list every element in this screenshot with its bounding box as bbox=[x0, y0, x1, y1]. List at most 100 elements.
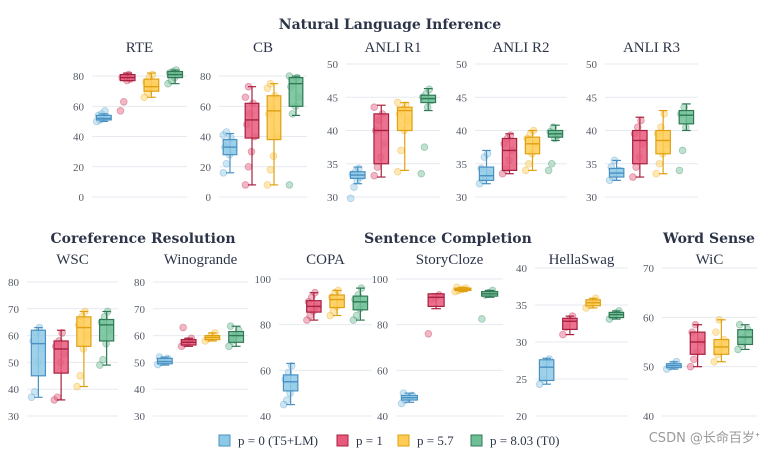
data-point bbox=[346, 194, 355, 203]
box-3 bbox=[349, 284, 369, 324]
box-iqr bbox=[538, 359, 555, 382]
data-point bbox=[370, 171, 379, 180]
data-point bbox=[637, 116, 645, 125]
data-point bbox=[101, 107, 109, 115]
data-point bbox=[632, 163, 640, 171]
box-3 bbox=[605, 307, 625, 323]
y-tick-label: 40 bbox=[516, 263, 528, 275]
group-title-nli: Natural Language Inference bbox=[279, 17, 502, 33]
y-tick-label: 50 bbox=[8, 357, 20, 369]
y-tick-label: 20 bbox=[73, 162, 85, 174]
data-point bbox=[352, 311, 361, 320]
box-3 bbox=[734, 320, 754, 354]
y-tick-label: 80 bbox=[200, 71, 212, 83]
data-point bbox=[148, 70, 157, 79]
panels: RTE 0 20 40 60 80 CB 0 20 40 60 80 ANLI R1 30 35 40 45 50… bbox=[8, 40, 757, 423]
box-0 bbox=[346, 164, 366, 203]
data-point bbox=[266, 165, 275, 174]
box-2 bbox=[201, 329, 221, 345]
box-iqr bbox=[288, 77, 304, 107]
data-point bbox=[686, 362, 695, 371]
panel-winogrande: Winogrande 30 40 50 60 70 80 bbox=[134, 252, 248, 423]
data-point bbox=[244, 162, 253, 171]
panel-title: COPA bbox=[306, 252, 345, 268]
panel-hellaswag: HellaSwag 20 25 30 35 40 bbox=[516, 252, 628, 423]
group-title-sentence: Sentence Completion bbox=[364, 231, 532, 247]
y-tick-label: 50 bbox=[643, 362, 655, 374]
data-point bbox=[30, 388, 39, 396]
box-2 bbox=[521, 126, 541, 175]
box-iqr bbox=[524, 136, 541, 155]
data-point bbox=[710, 357, 719, 366]
y-tick-label: 35 bbox=[586, 159, 598, 171]
y-tick-label: 40 bbox=[643, 411, 655, 423]
box-iqr bbox=[562, 317, 578, 331]
data-point bbox=[544, 166, 553, 175]
y-tick-label: 45 bbox=[327, 92, 339, 104]
legend: p = 0 (T5+LM) p = 1 p = 5.7 p = 8.03 (T0… bbox=[218, 433, 559, 448]
box-2 bbox=[73, 307, 92, 391]
box-0 bbox=[397, 389, 418, 408]
data-point bbox=[506, 131, 515, 139]
y-tick-label: 40 bbox=[456, 126, 468, 138]
legend-swatch-p1 bbox=[336, 434, 349, 447]
box-iqr bbox=[266, 95, 282, 141]
data-point bbox=[222, 128, 231, 136]
legend-label-p803: p = 8.03 (T0) bbox=[490, 433, 559, 448]
panel-title: WiC bbox=[696, 252, 724, 268]
data-point bbox=[222, 159, 231, 168]
y-tick-label: 35 bbox=[327, 159, 339, 171]
y-tick-label: 50 bbox=[586, 59, 598, 71]
box-iqr bbox=[501, 137, 518, 171]
box-0 bbox=[153, 353, 173, 369]
panel-title: ANLI R2 bbox=[492, 40, 549, 56]
box-iqr bbox=[352, 295, 369, 311]
legend-swatch-p57 bbox=[397, 434, 410, 447]
y-tick-label: 0 bbox=[206, 192, 212, 204]
box-1 bbox=[177, 323, 197, 351]
box-0 bbox=[279, 361, 299, 409]
y-tick-label: 40 bbox=[73, 132, 85, 144]
panel-anli-r1: ANLI R1 30 35 40 45 50 bbox=[327, 40, 440, 204]
data-point bbox=[283, 396, 291, 404]
data-point bbox=[393, 98, 402, 107]
data-point bbox=[524, 159, 533, 168]
y-tick-label: 30 bbox=[516, 337, 528, 349]
box-1 bbox=[424, 291, 445, 338]
box-1 bbox=[629, 116, 648, 181]
y-tick-label: 25 bbox=[516, 374, 528, 386]
group-title-coref: Coreference Resolution bbox=[50, 231, 235, 247]
y-tick-label: 45 bbox=[456, 92, 468, 104]
y-tick-label: 60 bbox=[643, 312, 655, 324]
panel-title: HellaSwag bbox=[549, 252, 615, 268]
box-iqr bbox=[143, 78, 160, 92]
data-point bbox=[397, 146, 405, 155]
y-tick-label: 60 bbox=[377, 365, 389, 377]
data-point bbox=[370, 103, 379, 112]
box-0 bbox=[475, 149, 495, 188]
panel-anli-r3: ANLI R3 30 35 40 45 50 bbox=[586, 40, 698, 204]
box-iqr bbox=[244, 102, 260, 139]
box-0 bbox=[662, 357, 682, 373]
y-tick-label: 70 bbox=[643, 263, 655, 275]
box-iqr bbox=[329, 294, 345, 309]
data-point bbox=[425, 85, 434, 94]
legend-swatch-p0 bbox=[218, 434, 231, 447]
panel-title: Winogrande bbox=[164, 252, 238, 268]
watermark: CSDN @长命百岁ᐩ bbox=[649, 430, 760, 446]
y-tick-label: 0 bbox=[79, 192, 85, 204]
legend-label-p0: p = 0 (T5+LM) bbox=[238, 433, 318, 448]
data-point bbox=[288, 110, 297, 118]
data-point bbox=[478, 315, 486, 323]
box-iqr bbox=[478, 166, 495, 181]
box-1 bbox=[370, 103, 390, 180]
box-iqr bbox=[53, 340, 69, 374]
y-tick-label: 60 bbox=[73, 101, 85, 113]
y-tick-label: 50 bbox=[456, 59, 468, 71]
panel-anli-r2: ANLI R2 30 35 40 45 50 bbox=[456, 40, 567, 204]
data-point bbox=[350, 183, 358, 191]
box-2 bbox=[326, 286, 345, 320]
data-point bbox=[483, 149, 492, 158]
y-tick-label: 80 bbox=[134, 277, 146, 289]
